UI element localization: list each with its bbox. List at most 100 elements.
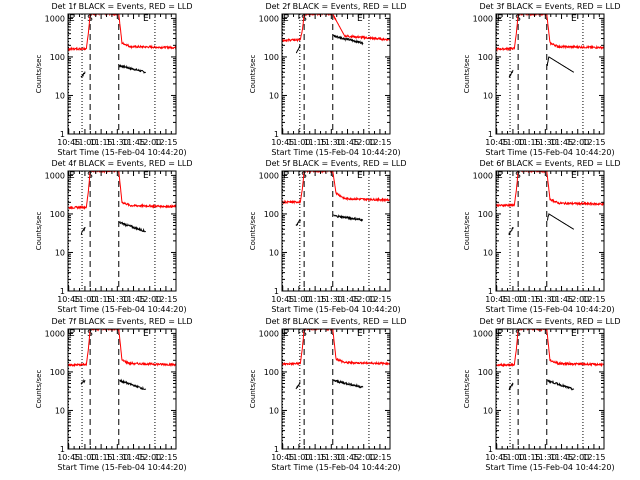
x-tick-label: 11:00 bbox=[287, 138, 310, 147]
marker-label-e-right: E bbox=[571, 329, 577, 339]
y-tick-label: 10 bbox=[55, 406, 65, 415]
y-tick-label: 10 bbox=[55, 91, 65, 100]
marker-label-e-left: E bbox=[283, 14, 289, 24]
x-tick-label: 12:00 bbox=[566, 453, 589, 462]
y-tick-label: 1000 bbox=[473, 329, 493, 338]
y-axis-label: Counts/sec bbox=[463, 212, 471, 251]
x-tick-label: 11:00 bbox=[501, 295, 524, 304]
x-tick-label: 11:00 bbox=[501, 453, 524, 462]
x-tick-label: 10:45 bbox=[57, 138, 80, 147]
panel-title: Det 1f BLACK = Events, RED = LLD bbox=[51, 2, 192, 11]
x-tick-label: 11:15 bbox=[304, 138, 327, 147]
x-tick-label: 11:45 bbox=[122, 295, 145, 304]
x-tick-label: 12:15 bbox=[582, 295, 605, 304]
panel-det-2: Det 2f BLACK = Events, RED = LLD E S E 1 10 10… bbox=[249, 2, 407, 157]
x-tick-label: 11:00 bbox=[73, 295, 96, 304]
series-events-line bbox=[118, 220, 146, 233]
y-tick-label: 1000 bbox=[259, 329, 279, 338]
y-tick-label: 100 bbox=[478, 53, 493, 62]
x-tick-label: 11:15 bbox=[518, 295, 541, 304]
y-tick-label: 1000 bbox=[45, 171, 65, 180]
x-tick-label: 11:15 bbox=[90, 138, 113, 147]
x-tick-label: 11:45 bbox=[122, 453, 145, 462]
x-tick-label: 12:15 bbox=[154, 453, 177, 462]
panel-title: Det 5f BLACK = Events, RED = LLD bbox=[265, 159, 406, 168]
y-tick-label: 1000 bbox=[473, 171, 493, 180]
plot-frame bbox=[281, 328, 391, 450]
x-axis-label: Start Time (15-Feb-04 10:44:20) bbox=[57, 305, 186, 314]
y-tick-label: 1000 bbox=[45, 14, 65, 23]
y-tick-label: 10 bbox=[269, 248, 279, 257]
x-tick-label: 11:15 bbox=[518, 453, 541, 462]
series-lld-line bbox=[282, 171, 390, 205]
x-tick-label: 11:45 bbox=[122, 138, 145, 147]
x-tick-label: 11:00 bbox=[501, 138, 524, 147]
y-tick-label: 100 bbox=[264, 368, 279, 377]
y-tick-label: 10 bbox=[483, 248, 493, 257]
x-tick-label: 12:15 bbox=[154, 138, 177, 147]
y-axis-label: Counts/sec bbox=[463, 370, 471, 409]
x-tick-label: 11:15 bbox=[518, 138, 541, 147]
x-tick-label: 10:45 bbox=[485, 453, 508, 462]
x-tick-label: 12:15 bbox=[368, 138, 391, 147]
marker-label-e-right: E bbox=[143, 329, 149, 339]
x-tick-label: 11:45 bbox=[550, 295, 573, 304]
series-events-line bbox=[546, 56, 575, 73]
x-tick-label: 11:30 bbox=[106, 453, 129, 462]
x-tick-label: 11:30 bbox=[106, 138, 129, 147]
series-events-line bbox=[332, 213, 364, 223]
marker-label-e-right: E bbox=[143, 14, 149, 24]
y-tick-label: 1 bbox=[274, 130, 279, 139]
y-tick-label: 1 bbox=[274, 287, 279, 296]
panel-title: Det 4f BLACK = Events, RED = LLD bbox=[51, 159, 192, 168]
y-tick-label: 10 bbox=[55, 248, 65, 257]
series-events-line bbox=[547, 379, 575, 391]
x-tick-label: 11:30 bbox=[534, 138, 557, 147]
x-tick-label: 11:15 bbox=[304, 453, 327, 462]
y-tick-label: 10 bbox=[269, 406, 279, 415]
series-events-line bbox=[508, 382, 514, 391]
marker-label-e-left: E bbox=[283, 171, 289, 181]
x-tick-label: 11:45 bbox=[336, 295, 359, 304]
marker-label-e-left: E bbox=[497, 171, 503, 181]
panel-title: Det 9f BLACK = Events, RED = LLD bbox=[479, 317, 620, 326]
x-tick-label: 11:45 bbox=[550, 453, 573, 462]
series-lld-line bbox=[68, 329, 176, 368]
x-tick-label: 12:00 bbox=[138, 138, 161, 147]
x-axis-label: Start Time (15-Feb-04 10:44:20) bbox=[57, 148, 186, 157]
x-axis-label: Start Time (15-Feb-04 10:44:20) bbox=[57, 463, 186, 472]
x-tick-label: 11:30 bbox=[320, 453, 343, 462]
y-tick-label: 1000 bbox=[259, 14, 279, 23]
series-lld-line bbox=[68, 14, 176, 52]
y-tick-label: 100 bbox=[50, 368, 65, 377]
x-tick-label: 11:30 bbox=[534, 453, 557, 462]
plot-frame bbox=[281, 13, 391, 135]
y-axis-label: Counts/sec bbox=[35, 212, 43, 251]
x-tick-label: 11:45 bbox=[550, 138, 573, 147]
x-tick-label: 12:15 bbox=[368, 295, 391, 304]
x-tick-label: 11:15 bbox=[90, 295, 113, 304]
series-events-line bbox=[295, 219, 301, 226]
y-tick-label: 1000 bbox=[259, 171, 279, 180]
series-events-line bbox=[295, 45, 301, 54]
x-axis-label: Start Time (15-Feb-04 10:44:20) bbox=[271, 463, 400, 472]
y-tick-label: 100 bbox=[478, 368, 493, 377]
plot-frame bbox=[495, 13, 605, 135]
x-tick-label: 11:30 bbox=[320, 138, 343, 147]
series-events-line bbox=[80, 378, 86, 385]
series-lld-line bbox=[282, 14, 390, 43]
series-events-line bbox=[80, 227, 86, 236]
x-tick-label: 11:30 bbox=[106, 295, 129, 304]
panel-title: Det 2f BLACK = Events, RED = LLD bbox=[265, 2, 406, 11]
y-tick-label: 100 bbox=[264, 53, 279, 62]
plot-frame bbox=[281, 170, 391, 292]
x-axis-label: Start Time (15-Feb-04 10:44:20) bbox=[271, 148, 400, 157]
x-tick-label: 11:00 bbox=[287, 295, 310, 304]
